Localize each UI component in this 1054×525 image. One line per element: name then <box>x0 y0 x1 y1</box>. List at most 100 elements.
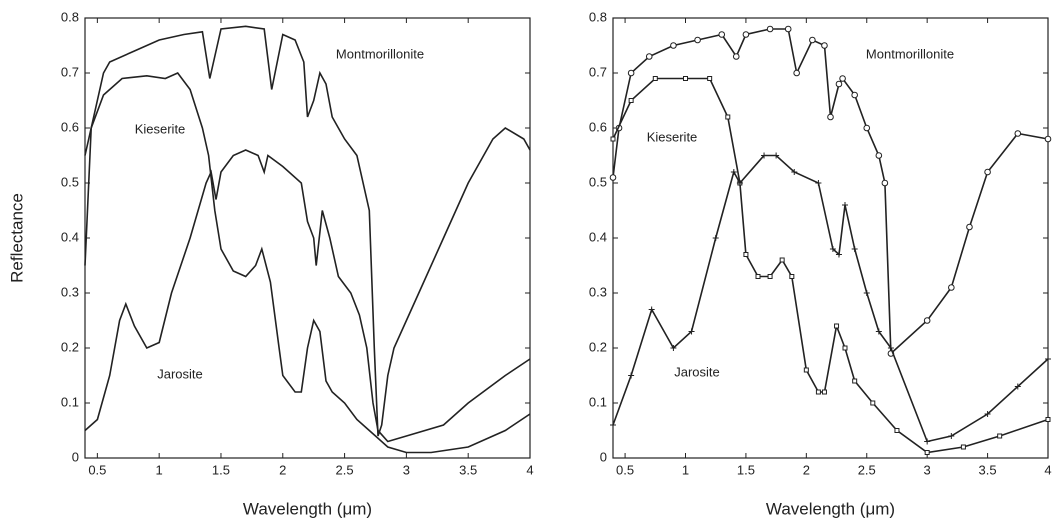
spectrum-line <box>612 154 1049 443</box>
marker <box>683 76 688 81</box>
x-tick-label: 2 <box>803 462 810 477</box>
marker <box>712 235 719 241</box>
marker <box>628 372 635 379</box>
marker <box>863 124 871 132</box>
marker <box>784 25 792 33</box>
marker <box>851 246 858 252</box>
series-label: Kieserite <box>647 129 698 144</box>
x-tick-label: 1.5 <box>212 462 230 477</box>
marker <box>730 169 737 175</box>
y-axis-title: Reflectance <box>7 193 26 283</box>
x-tick-label: 0.5 <box>616 462 634 477</box>
x-tick-label: 2 <box>279 462 286 477</box>
marker <box>670 42 677 49</box>
x-axis-title: Wavelength (μm) <box>243 499 372 518</box>
marker <box>842 345 848 351</box>
y-tick-label: 0.8 <box>61 9 79 24</box>
y-tick-label: 0.4 <box>589 229 607 244</box>
panel: 0 0.1 0.2 0.3 0.4 0.5 0.6 0.7 0.8 0.5 1 1.5 2 2.5 3 3.5… <box>7 9 533 518</box>
marker <box>948 284 955 291</box>
x-axis-title: Wavelength (μm) <box>766 499 895 518</box>
marker <box>789 274 795 279</box>
marker <box>648 306 655 313</box>
y-tick-label: 0.5 <box>589 174 607 189</box>
marker <box>851 91 858 99</box>
marker <box>839 75 846 82</box>
y-tick-label: 0.5 <box>61 174 79 189</box>
marker <box>791 169 798 175</box>
y-tick-label: 0.8 <box>589 9 607 24</box>
marker <box>870 400 876 406</box>
marker <box>809 36 816 44</box>
y-tick-label: 0.3 <box>61 284 79 299</box>
marker <box>707 76 713 81</box>
x-tick-label: 1 <box>682 462 689 477</box>
marker <box>924 438 931 445</box>
y-tick-label: 0.2 <box>61 339 79 354</box>
panel: 0 0.1 0.2 0.3 0.4 0.5 0.6 0.7 0.8 0.5 1 1.5 2 2.5 3 3.5… <box>589 9 1052 518</box>
marker <box>645 53 653 60</box>
marker <box>924 450 930 455</box>
marker <box>725 114 731 120</box>
x-tick-label: 1 <box>156 462 163 477</box>
marker <box>821 389 827 395</box>
x-tick-label: 3 <box>403 462 410 477</box>
y-tick-label: 0.3 <box>589 284 607 299</box>
x-tick-label: 3.5 <box>979 462 997 477</box>
plot-frame <box>84 17 531 459</box>
y-tick-label: 0.4 <box>61 229 79 244</box>
marker <box>842 202 848 208</box>
marker <box>815 389 821 395</box>
marker <box>779 257 785 263</box>
marker <box>1044 135 1052 143</box>
marker <box>829 246 836 252</box>
marker <box>875 328 882 335</box>
spectrum-line <box>84 72 531 454</box>
spectrum-line <box>84 149 531 443</box>
x-tick-label: 1.5 <box>737 462 755 477</box>
marker <box>948 433 955 439</box>
marker <box>628 98 634 103</box>
marker <box>1014 383 1021 390</box>
marker <box>610 422 616 428</box>
marker <box>761 152 768 159</box>
spectrum-line <box>612 77 1049 454</box>
x-tick-label: 4 <box>526 462 533 477</box>
marker <box>773 152 780 159</box>
marker <box>670 345 677 351</box>
marker <box>960 444 966 450</box>
y-tick-label: 0.1 <box>589 394 607 409</box>
marker <box>732 53 740 60</box>
y-tick-label: 0.6 <box>61 119 79 134</box>
marker <box>863 290 870 296</box>
marker <box>688 328 695 335</box>
marker <box>718 31 726 38</box>
y-tick-label: 0.7 <box>589 64 607 79</box>
marker <box>803 367 809 373</box>
spectrum-line <box>612 28 1049 356</box>
marker <box>652 76 658 81</box>
marker <box>827 113 834 121</box>
marker <box>736 180 743 186</box>
spectrum-line <box>84 25 531 437</box>
marker <box>609 174 617 181</box>
x-tick-label: 3 <box>924 462 931 477</box>
marker <box>894 428 900 433</box>
marker <box>923 317 931 324</box>
marker <box>694 36 701 44</box>
y-tick-label: 0 <box>72 449 79 464</box>
marker <box>835 80 843 88</box>
series-label: Montmorillonite <box>336 46 424 61</box>
marker <box>834 323 840 329</box>
marker <box>966 223 973 231</box>
series-label: Kieserite <box>135 121 186 136</box>
y-tick-label: 0.6 <box>589 119 607 134</box>
marker <box>627 69 635 77</box>
marker <box>755 274 761 279</box>
y-tick-label: 0 <box>600 449 607 464</box>
marker <box>767 274 773 279</box>
marker <box>610 136 616 142</box>
marker <box>766 25 774 33</box>
marker <box>1014 130 1022 137</box>
